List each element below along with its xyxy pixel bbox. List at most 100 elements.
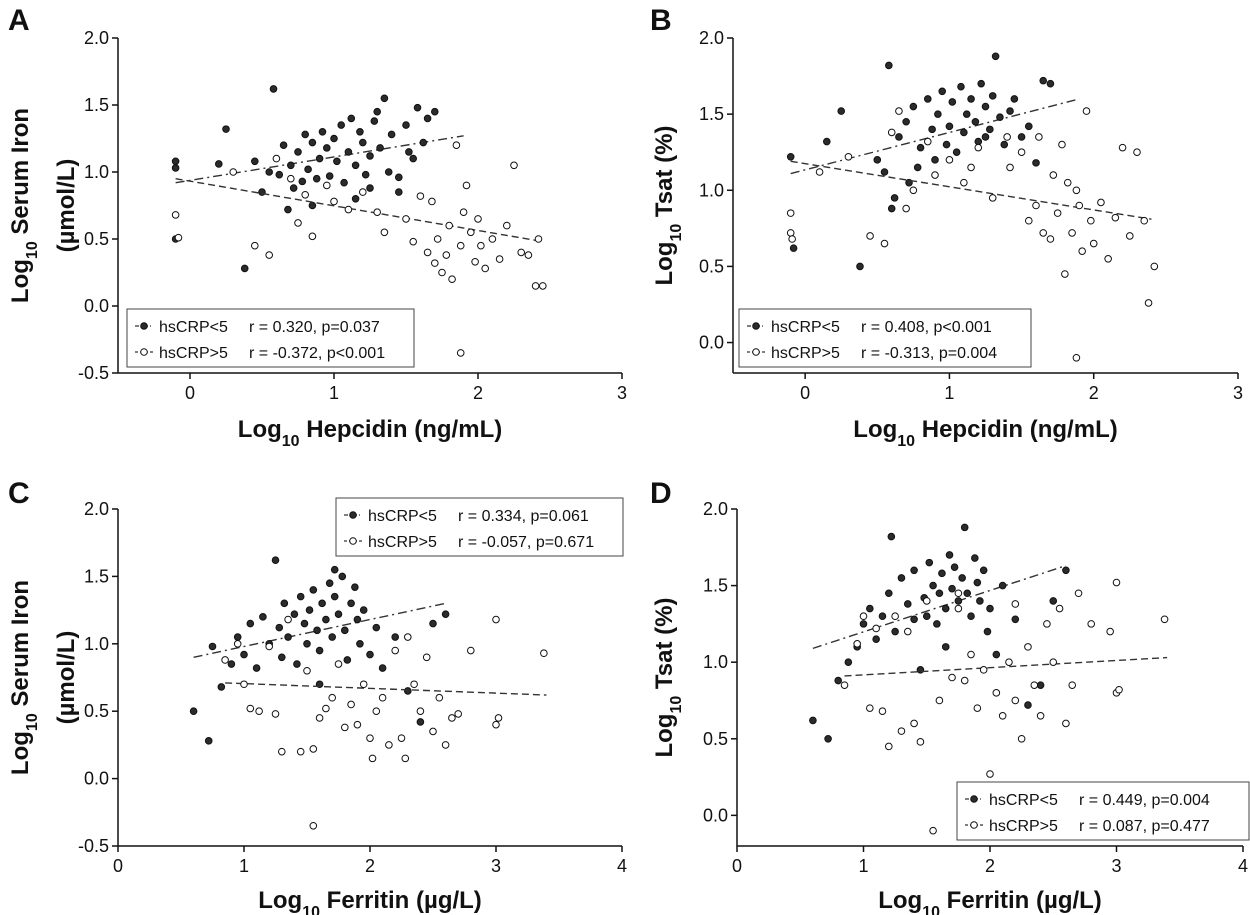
y-tick-label: 1.0 <box>699 180 724 200</box>
data-point-hscrp-high <box>229 168 237 176</box>
regression-line-high <box>844 656 1168 677</box>
data-point-hscrp-low <box>1024 701 1032 709</box>
data-point-hscrp-low <box>824 734 832 743</box>
x-tick-label: 1 <box>944 383 954 403</box>
data-point-hscrp-low <box>303 640 311 648</box>
data-point-hscrp-high <box>1049 658 1058 666</box>
y-tick-label: -0.5 <box>78 836 109 856</box>
data-point-hscrp-high <box>1053 209 1062 217</box>
data-point-hscrp-low <box>986 604 994 613</box>
x-tick-label: 0 <box>113 856 123 876</box>
data-point-hscrp-high <box>945 156 954 164</box>
data-point-hscrp-low <box>942 140 951 149</box>
data-point-hscrp-low <box>991 52 1000 61</box>
legend-marker <box>349 537 357 545</box>
legend-statistic: r = 0.334, p=0.061 <box>458 508 589 525</box>
legend-series-name: hsCRP>5 <box>159 345 228 362</box>
data-point-hscrp-low <box>347 114 356 123</box>
y-tick-label: 0.5 <box>703 729 728 749</box>
data-point-hscrp-low <box>988 92 997 100</box>
data-point-hscrp-high <box>540 649 548 658</box>
data-point-hscrp-high <box>1058 140 1066 149</box>
legend-marker <box>752 348 760 356</box>
y-tick-label: 1.0 <box>84 162 109 182</box>
data-point-hscrp-high <box>477 241 485 250</box>
y-tick-label: 0.0 <box>84 296 109 316</box>
y-axis-label: Log10 Serum Iron <box>7 108 41 303</box>
data-point-hscrp-high <box>1046 235 1055 243</box>
data-point-hscrp-low <box>287 161 295 170</box>
data-point-hscrp-low <box>971 117 980 126</box>
data-point-hscrp-high <box>1104 254 1112 263</box>
data-point-hscrp-low <box>977 79 985 88</box>
data-point-hscrp-low <box>376 144 384 152</box>
data-point-hscrp-low <box>960 128 968 137</box>
data-point-hscrp-high <box>935 696 944 705</box>
data-point-hscrp-low <box>945 551 954 559</box>
data-point-hscrp-high <box>954 589 963 598</box>
data-point-hscrp-low <box>909 102 918 111</box>
data-point-hscrp-low <box>343 656 352 664</box>
legend-series-name: hsCRP<5 <box>368 508 437 525</box>
data-point-hscrp-high <box>1035 133 1043 141</box>
data-point-hscrp-high <box>309 821 318 830</box>
data-point-hscrp-high <box>492 615 500 624</box>
data-point-hscrp-high <box>422 653 431 662</box>
data-point-hscrp-low <box>330 565 339 574</box>
data-point-hscrp-high <box>380 228 389 237</box>
data-point-hscrp-low <box>890 194 899 202</box>
data-point-hscrp-low <box>275 170 284 179</box>
data-point-hscrp-high <box>880 239 889 248</box>
data-point-hscrp-high <box>872 624 880 633</box>
data-point-hscrp-high <box>1017 148 1026 157</box>
data-point-hscrp-low <box>278 653 286 662</box>
data-point-hscrp-high <box>1063 178 1072 187</box>
data-point-hscrp-low <box>1049 597 1058 605</box>
data-point-hscrp-high <box>967 163 975 172</box>
data-point-hscrp-low <box>347 599 355 608</box>
data-point-hscrp-low <box>271 556 280 565</box>
data-point-hscrp-low <box>361 170 370 179</box>
y-tick-label: 2.0 <box>84 28 109 48</box>
data-point-hscrp-low <box>171 157 180 166</box>
data-point-hscrp-low <box>429 619 437 628</box>
x-tick-label: 1 <box>239 856 249 876</box>
panel-label: B <box>650 4 672 37</box>
data-point-hscrp-high <box>359 680 368 689</box>
data-point-hscrp-low <box>233 633 242 641</box>
data-point-hscrp-high <box>303 666 311 675</box>
data-point-hscrp-high <box>1024 643 1032 651</box>
data-point-hscrp-high <box>853 640 861 648</box>
data-point-hscrp-high <box>456 349 465 357</box>
data-point-hscrp-high <box>786 229 795 237</box>
data-point-hscrp-high <box>344 205 353 214</box>
legend-box <box>126 308 415 368</box>
chart-panel-c: 2.0 1.5 1.0 0.5 0.0 -0.50 1 2 3 4 C Log10 Ferritin … <box>7 477 627 915</box>
data-point-hscrp-high <box>265 642 274 651</box>
data-point-hscrp-low <box>983 627 992 636</box>
data-point-hscrp-low <box>902 117 910 126</box>
data-point-hscrp-high <box>431 259 439 267</box>
data-point-hscrp-high <box>452 141 461 149</box>
panel-label: C <box>8 477 30 510</box>
data-point-hscrp-high <box>251 241 259 250</box>
panel-label: A <box>8 4 30 37</box>
data-point-hscrp-high <box>1082 107 1091 115</box>
data-point-hscrp-high <box>1072 353 1081 362</box>
data-point-hscrp-low <box>873 156 882 164</box>
data-point-hscrp-high <box>459 208 468 216</box>
data-point-hscrp-high <box>923 137 932 146</box>
data-point-hscrp-high <box>294 219 302 227</box>
data-point-hscrp-low <box>859 620 868 628</box>
data-point-hscrp-low <box>986 125 994 134</box>
data-point-hscrp-high <box>1133 148 1141 157</box>
data-point-hscrp-low <box>880 168 889 176</box>
data-point-hscrp-low <box>315 646 324 655</box>
data-point-hscrp-high <box>334 660 343 668</box>
data-point-hscrp-low <box>1032 159 1040 167</box>
legend-statistic: r = 0.449, p=0.004 <box>1079 792 1210 809</box>
data-point-hscrp-low <box>240 264 249 273</box>
data-point-hscrp-low <box>960 523 969 532</box>
data-point-hscrp-low <box>309 586 318 594</box>
